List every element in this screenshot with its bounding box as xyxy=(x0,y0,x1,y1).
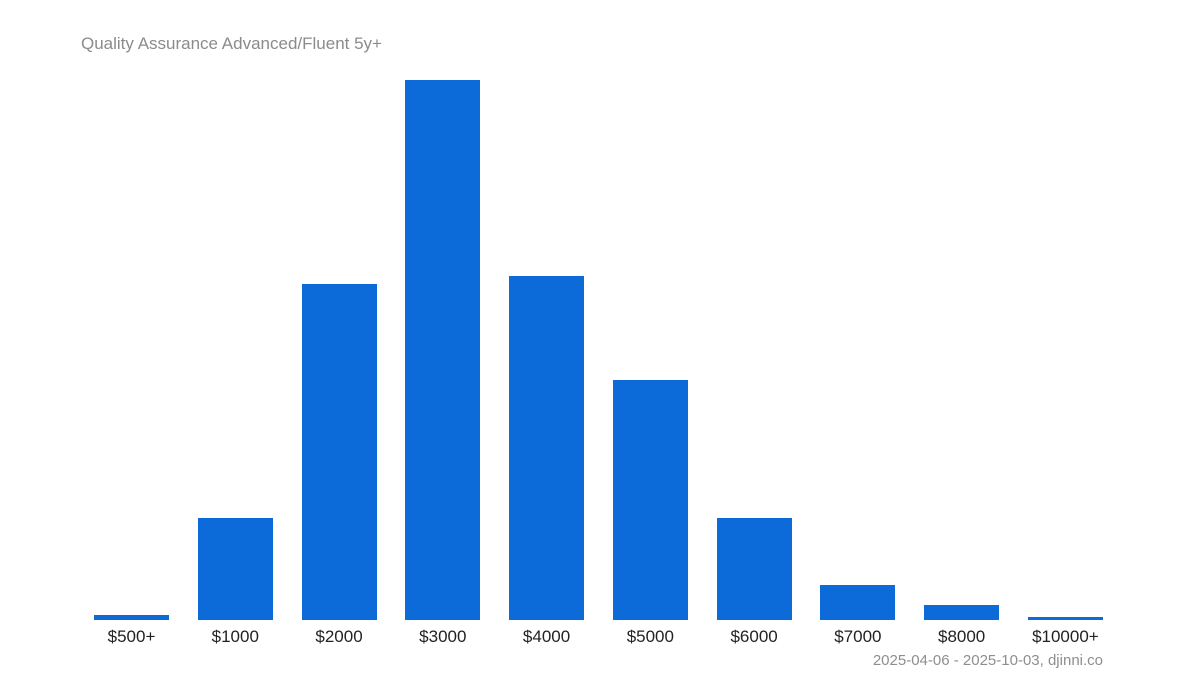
x-axis-label: $2000 xyxy=(315,627,363,646)
bar-slot: $2000 xyxy=(301,80,377,646)
x-axis-label: $500+ xyxy=(107,627,156,646)
bar-7000 xyxy=(820,585,896,620)
x-axis-label: $7000 xyxy=(834,627,882,646)
bar-slot: $8000 xyxy=(924,80,1000,646)
x-axis-label: $6000 xyxy=(730,627,778,646)
bar-slot: $10000+ xyxy=(1027,80,1103,646)
bar-slot: $4000 xyxy=(509,80,585,646)
bar-chart-plot-area: $500+ $1000 $2000 $3000 $4000 $5000 $6000 $7000… xyxy=(94,80,1103,646)
bar-slot: $500+ xyxy=(94,80,169,646)
bar-3000 xyxy=(405,80,481,620)
x-axis-label: $1000 xyxy=(211,627,259,646)
x-axis-label: $4000 xyxy=(522,627,571,646)
chart-title: Quality Assurance Advanced/Fluent 5y+ xyxy=(81,34,382,53)
bar-8000 xyxy=(924,605,1000,620)
bar-slot: $1000 xyxy=(197,80,273,646)
bar-6000 xyxy=(716,518,792,620)
bar-slot: $3000 xyxy=(405,80,481,646)
bar-2000 xyxy=(301,284,377,620)
bar-5000 xyxy=(612,380,688,620)
bar-500 xyxy=(94,615,169,620)
bar-4000 xyxy=(509,276,585,620)
x-axis-label: $5000 xyxy=(626,627,674,646)
bar-slot: $7000 xyxy=(820,80,896,646)
x-axis-label: $8000 xyxy=(937,627,986,646)
x-axis-label: $3000 xyxy=(419,627,467,646)
bar-10000 xyxy=(1027,617,1103,620)
bar-slot: $6000 xyxy=(716,80,792,646)
x-axis-label: $10000+ xyxy=(1032,627,1099,646)
bar-slot: $5000 xyxy=(612,80,688,646)
chart-footer-caption: 2025-04-06 - 2025-10-03, djinni.co xyxy=(872,652,1103,669)
bar-1000 xyxy=(197,518,273,620)
